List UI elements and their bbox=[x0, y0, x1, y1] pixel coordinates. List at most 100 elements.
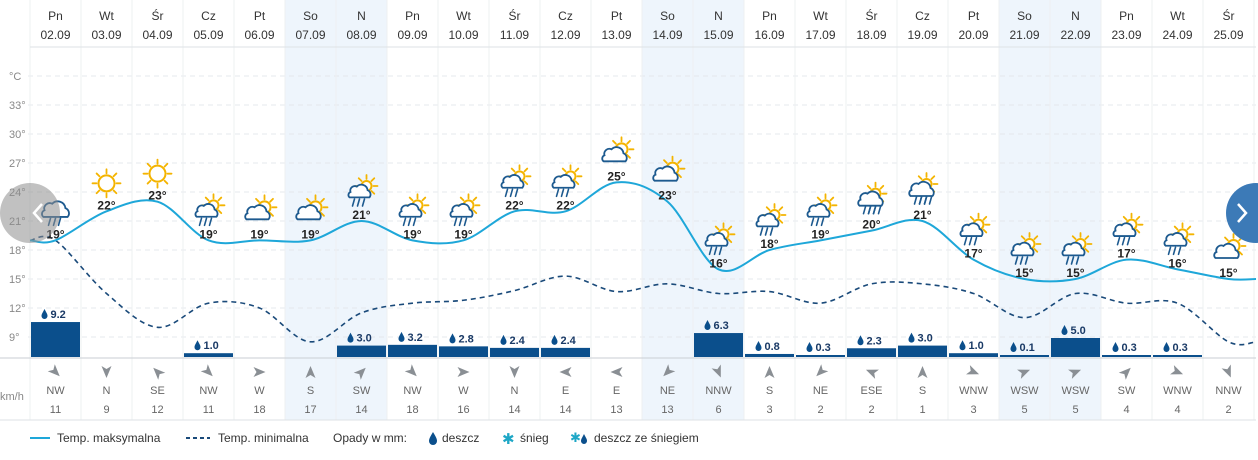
sun-ray bbox=[663, 159, 668, 164]
max-temp-label: 21° bbox=[352, 208, 370, 222]
max-temp-label: 16° bbox=[709, 256, 727, 270]
wind-arrow-icon bbox=[404, 364, 417, 377]
sun-ray bbox=[917, 175, 923, 180]
prev-button[interactable] bbox=[0, 183, 60, 243]
raindrop-icon bbox=[908, 332, 915, 343]
day-name: So bbox=[660, 9, 675, 23]
cloud-shape bbox=[601, 146, 628, 163]
cloud-shape bbox=[1112, 222, 1137, 237]
rain-bar bbox=[847, 348, 896, 357]
wind-speed: 14 bbox=[559, 404, 571, 416]
legend-precip-title: Opady w mm: bbox=[333, 431, 407, 445]
wind-arrow-icon bbox=[200, 364, 213, 377]
grid bbox=[0, 0, 1256, 421]
rain-streak bbox=[565, 188, 570, 198]
max-temp-label: 21° bbox=[913, 208, 931, 222]
day-name: Śr bbox=[1223, 8, 1235, 23]
wind-speed: 5 bbox=[1021, 404, 1027, 416]
rain-streak bbox=[356, 198, 361, 207]
wind-arrow-icon bbox=[966, 365, 980, 375]
day-name: Wt bbox=[456, 9, 471, 23]
wind-speed: 6 bbox=[715, 404, 721, 416]
day-name: Wt bbox=[99, 9, 114, 23]
sun-rain-cloud-icon bbox=[908, 172, 939, 205]
day-date: 18.09 bbox=[856, 28, 886, 42]
raindrop-icon bbox=[41, 309, 48, 320]
cloud-shape bbox=[500, 174, 525, 189]
max-temp-label: 23° bbox=[148, 189, 166, 203]
sun-ray bbox=[1224, 236, 1229, 242]
day-name: Cz bbox=[915, 9, 930, 23]
sun-ray bbox=[421, 209, 427, 215]
sun-ray bbox=[112, 172, 118, 178]
y-tick-label: 18° bbox=[9, 245, 26, 257]
rain-streak bbox=[820, 217, 825, 227]
wind-arrow-shape bbox=[917, 366, 928, 378]
raindrop-icon bbox=[194, 340, 201, 351]
day-date: 21.09 bbox=[1009, 28, 1039, 42]
sun-ray bbox=[269, 212, 274, 217]
raindrop-icon bbox=[755, 340, 762, 351]
rain-streak bbox=[918, 196, 923, 205]
wind-arrow-icon bbox=[457, 367, 470, 377]
wind-direction: NE bbox=[660, 385, 675, 397]
sun-ray bbox=[561, 167, 567, 173]
day-name: Pn bbox=[405, 9, 420, 23]
rain-streak bbox=[718, 246, 723, 256]
sun-ray bbox=[982, 228, 988, 234]
rain-value-label: 0.1 bbox=[1020, 342, 1035, 354]
day-name: Śr bbox=[509, 8, 521, 23]
wind-arrow-icon bbox=[305, 366, 316, 378]
day-name: Pt bbox=[611, 9, 623, 23]
sun-ray bbox=[146, 162, 152, 168]
rain-value-label: 3.0 bbox=[357, 333, 372, 345]
rain-streak bbox=[872, 205, 877, 215]
rain-bar bbox=[31, 322, 80, 357]
rain-bar bbox=[1051, 338, 1100, 357]
wind-arrow-icon bbox=[559, 367, 572, 377]
rain-streak bbox=[351, 198, 356, 207]
wind-direction: N bbox=[511, 385, 519, 397]
sun-cloud-rain-icon bbox=[959, 212, 991, 246]
y-tick-label: 12° bbox=[9, 303, 26, 315]
sun-ray bbox=[866, 184, 872, 190]
sun-ray bbox=[829, 209, 835, 215]
wind-direction: NNW bbox=[705, 385, 732, 397]
wind-arrow-shape bbox=[1017, 369, 1031, 379]
rain-streak bbox=[815, 217, 820, 227]
sun-ray bbox=[112, 189, 118, 195]
wind-arrow-icon bbox=[816, 364, 829, 377]
sun-ray bbox=[472, 196, 478, 202]
max-temp-label: 18° bbox=[760, 237, 778, 251]
wind-speed: 13 bbox=[610, 404, 622, 416]
rain-streak bbox=[1172, 246, 1177, 256]
rain-value-label: 6.3 bbox=[714, 320, 729, 332]
cloud-shape bbox=[1163, 232, 1188, 247]
mixed-snow-icon: ✱ bbox=[570, 431, 581, 446]
wind-arrow-shape bbox=[1221, 364, 1231, 378]
sun-ray bbox=[727, 238, 733, 244]
sun-ray bbox=[320, 197, 325, 203]
cloud-shape bbox=[652, 165, 679, 182]
wind-arrow-icon bbox=[711, 364, 721, 378]
rain-streak bbox=[504, 188, 509, 198]
sun-ray bbox=[217, 196, 223, 202]
day-date: 22.09 bbox=[1060, 28, 1090, 42]
next-button[interactable] bbox=[1226, 183, 1258, 243]
rain-value-label: 0.8 bbox=[765, 341, 780, 353]
rain-streak bbox=[769, 227, 774, 236]
cloud-shape bbox=[551, 174, 576, 189]
wind-speed: 14 bbox=[355, 404, 367, 416]
raindrop-icon bbox=[1163, 342, 1170, 352]
day-name: So bbox=[1017, 9, 1032, 23]
wind-arrow-icon bbox=[1170, 365, 1184, 375]
day-name: N bbox=[714, 9, 723, 23]
sun-ray bbox=[778, 206, 784, 211]
wind-direction: SW bbox=[353, 385, 371, 397]
rain-bar bbox=[796, 355, 845, 357]
sun-cloud-icon bbox=[244, 194, 278, 221]
sun-cloud-rain-icon bbox=[398, 193, 430, 227]
wind-arrow-shape bbox=[47, 364, 60, 377]
day-date: 17.09 bbox=[805, 28, 835, 42]
day-date: 20.09 bbox=[958, 28, 988, 42]
